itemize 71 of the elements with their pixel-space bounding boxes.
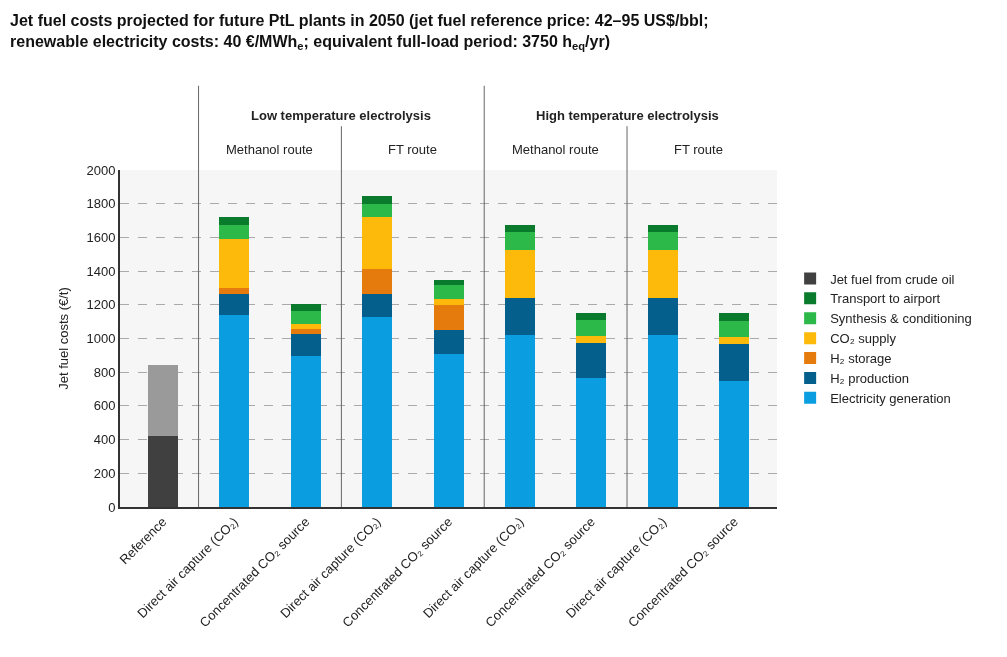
bar [147,365,178,437]
bar [433,298,464,305]
bar [433,304,464,331]
bar [647,250,678,299]
bar [290,310,321,325]
y-tick-label: 200 [93,465,116,481]
bar [719,320,750,337]
bar [504,232,535,251]
text: FT route [388,142,437,157]
bar [647,224,678,233]
legend-label: Jet fuel from crude oil [830,271,955,287]
bar [362,317,393,507]
text: High temperature electrolysis [536,108,719,123]
y-axis-title: Jet fuel costs (€/t) [55,287,71,390]
y-tick-label: 1000 [86,331,116,347]
y-tick-label: 1800 [86,196,116,212]
text: Methanol route [512,142,599,157]
text: Low temperature electrolysis [251,108,431,123]
legend-label: H₂ production [830,371,909,387]
bar [362,217,393,270]
legend-label: Electricity generation [830,390,951,406]
y-tick-label: 2000 [86,162,116,178]
chart-title: Jet fuel costs projected for future PtL plants in 2050 (jet fuel reference price: 42–95 US$/bbl; renewable electricity costs: 40 €/MWh$_{e}$; equivalent full-load period: 3750 h$_{eq}$/yr) [10,12,709,53]
bar [433,285,464,299]
bar [219,293,250,315]
bar [290,329,321,335]
bar [362,293,393,318]
bar [219,287,250,294]
y-tick-label: 1400 [86,263,116,279]
bar [504,298,535,336]
bar [219,217,250,225]
legend-label: H₂ storage [830,351,892,367]
bar [290,356,321,507]
bar [362,203,393,218]
bar [219,314,250,507]
bar [147,436,178,507]
y-tick-label: 0 [108,499,116,515]
text: Methanol route [226,142,313,157]
legend-label: Synthesis & conditioning [830,311,972,327]
y-tick-label: 600 [93,398,116,414]
bar [433,353,464,507]
bar [290,324,321,330]
legend-label: CO₂ supply [830,331,897,347]
bar [219,224,250,240]
bar [719,380,750,507]
y-tick-label: 1600 [86,229,116,245]
bar [504,335,535,507]
y-tick-label: 400 [93,432,116,448]
bar [290,334,321,357]
bar [647,232,678,251]
bar [504,224,535,233]
bar [504,250,535,299]
bar [719,313,750,321]
text: FT route [674,142,723,157]
bar [290,303,321,311]
bar [576,319,607,336]
bar [576,313,607,320]
bar [647,335,678,507]
bar [433,330,464,354]
y-tick-label: 800 [93,364,116,380]
bar [719,344,750,381]
y-tick-label: 1200 [86,297,116,313]
bar [219,239,250,288]
bar [576,342,607,379]
bar [576,378,607,507]
bar [719,336,750,345]
legend-label: Transport to airport [830,291,941,307]
bar [576,335,607,343]
bar [647,298,678,336]
bar [362,196,393,204]
bar [362,269,393,294]
